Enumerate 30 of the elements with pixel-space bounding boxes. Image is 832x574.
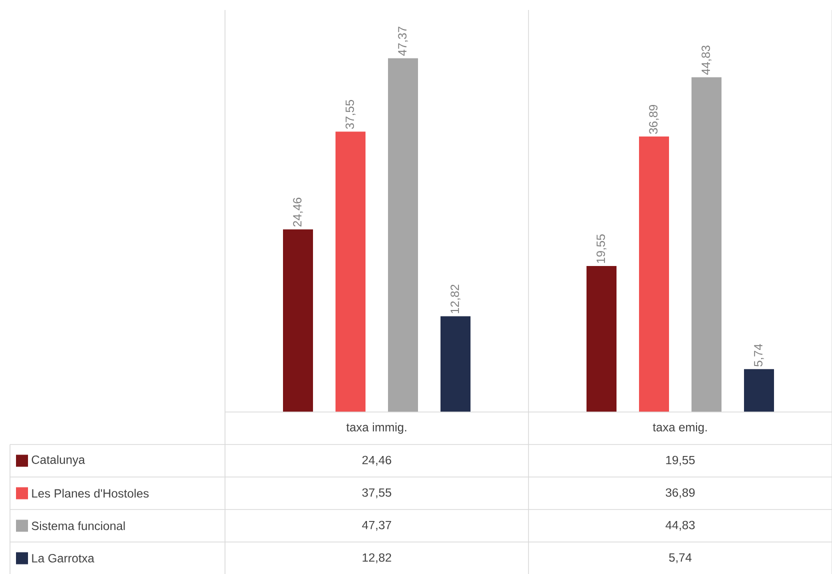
data-label: 47,37 (362, 520, 392, 531)
bar (283, 229, 314, 412)
legend-label: Sistema funcional (32, 521, 125, 530)
x-tick-label: taxa immig. (346, 422, 406, 434)
text: 37,55 (346, 100, 356, 129)
bar (639, 136, 670, 412)
data-label: 12,82 (362, 553, 392, 564)
text: 44,83 (702, 46, 712, 75)
data-label: 19,55 (666, 456, 695, 466)
bar (744, 369, 774, 412)
data-label: 44,83 (666, 520, 695, 531)
text: 36,89 (649, 104, 659, 134)
data-label: 36,89 (666, 488, 695, 498)
text: 19,55 (596, 234, 606, 263)
text: 5,74 (754, 344, 764, 366)
legend-label: Les Planes d'Hostoles (32, 488, 149, 498)
bar (440, 316, 471, 412)
bar (388, 58, 418, 412)
data-label: 24,46 (362, 456, 392, 466)
bar (586, 266, 617, 412)
x-tick-label: taxa emig. (652, 422, 707, 434)
text: 24,46 (293, 198, 303, 227)
data-label: 37,55 (362, 488, 392, 498)
bar (692, 77, 722, 412)
data-label: 5,74 (669, 553, 692, 564)
legend-label: Catalunya (32, 455, 86, 466)
legend-label: La Garrotxa (32, 554, 94, 562)
bar (336, 132, 366, 412)
text: 47,37 (398, 26, 408, 56)
text: 12,82 (450, 284, 460, 314)
